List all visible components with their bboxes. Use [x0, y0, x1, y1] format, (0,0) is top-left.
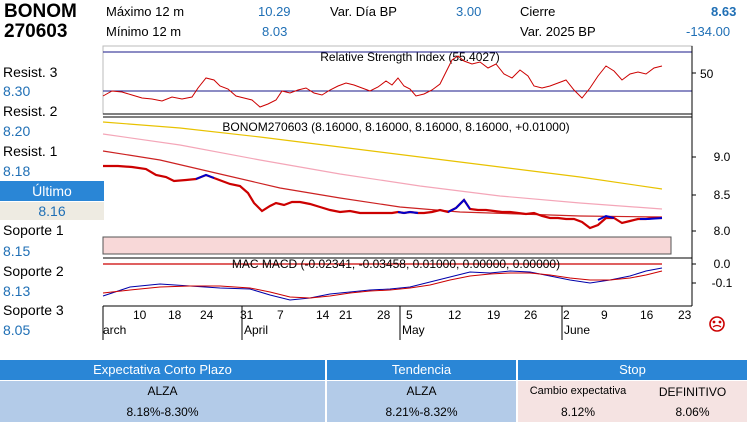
var2025-value: -134.00 [686, 24, 731, 39]
tendencia-range: 8.21%-8.32% [385, 405, 458, 419]
definitivo-value: 8.06% [675, 405, 710, 419]
cierre-label: Cierre [520, 4, 556, 19]
expectativa-range: 8.18%-8.30% [126, 405, 199, 419]
max12-label: Máximo 12 m [106, 4, 185, 19]
day-tick: 28 [377, 308, 391, 322]
day-tick: 2 [563, 308, 570, 322]
price-highlight-3 [447, 198, 471, 213]
min12-value: 8.03 [262, 24, 288, 39]
price-title: BONOM270603 (8.16000, 8.16000, 8.16000, … [222, 120, 569, 134]
day-tick: 16 [640, 308, 654, 322]
resist3-value: 8.30 [3, 83, 31, 99]
expectativa-header: Expectativa Corto Plazo [0, 360, 325, 380]
price-highlight-2 [397, 210, 419, 215]
volume-strip [102, 236, 672, 255]
tendencia-value: ALZA [406, 384, 437, 398]
instrument-line1: BONOM [4, 1, 77, 22]
technical-chart[interactable]: Relative Strength Index (55.4027) 50 BON… [0, 0, 747, 360]
month-label: April [244, 323, 268, 337]
day-tick: 23 [678, 308, 692, 322]
ma-yellow [102, 121, 663, 190]
price-tick-8: 8.0 [714, 224, 731, 238]
cierre-value: 8.63 [711, 4, 737, 19]
cambio-label: Cambio expectativa [529, 385, 627, 397]
soporte1-label: Soporte 1 [3, 222, 64, 238]
soporte3-value: 8.05 [3, 322, 31, 338]
day-tick: 12 [448, 308, 462, 322]
soporte1-value: 8.15 [3, 243, 31, 259]
day-tick: 19 [487, 308, 501, 322]
ma-red [102, 150, 663, 218]
min12-label: Mínimo 12 m [106, 24, 182, 39]
rsi-title: Relative Strength Index (55.4027) [320, 50, 499, 64]
rsi-line [102, 55, 663, 108]
resist1-value: 8.18 [3, 163, 31, 179]
day-tick: 26 [524, 308, 538, 322]
definitivo-label: DEFINITIVO [658, 385, 727, 399]
stop-header: Stop [518, 360, 747, 380]
expectativa-value: ALZA [147, 384, 178, 398]
day-tick: 10 [133, 308, 147, 322]
price-tick-9: 9.0 [714, 150, 731, 164]
price-highlight-5 [640, 217, 663, 220]
day-tick: 21 [339, 308, 353, 322]
price-tick-85: 8.5 [714, 188, 731, 202]
ma-pink [102, 133, 663, 210]
ultimo-value: 8.16 [0, 202, 104, 220]
day-tick: 5 [406, 308, 413, 322]
tendencia-cell [327, 381, 516, 422]
vardia-label: Var. Día BP [330, 4, 397, 19]
day-tick: 24 [200, 308, 214, 322]
max12-value: 10.29 [258, 4, 291, 19]
day-tick: 31 [240, 308, 254, 322]
rsi-tick-50: 50 [700, 67, 714, 81]
day-tick: 14 [316, 308, 330, 322]
resist2-label: Resist. 2 [3, 103, 58, 119]
instrument-line2: 270603 [4, 21, 68, 42]
day-tick: 18 [168, 308, 182, 322]
macd-title: MAC MACD (-0.02341, -0.03458, 0.01000, 0… [232, 257, 560, 271]
day-tick: 9 [601, 308, 608, 322]
day-ticks: 10 18 24 31 7 14 21 28 5 12 19 26 2 9 16… [102, 306, 692, 340]
soporte2-label: Soporte 2 [3, 263, 64, 279]
logo-icon[interactable] [709, 316, 725, 332]
month-label: May [402, 323, 425, 337]
var2025-label: Var. 2025 BP [520, 24, 596, 39]
macd-tick-0: 0.0 [714, 257, 731, 271]
macd-line [102, 267, 663, 301]
ultimo-label: Último [0, 181, 104, 201]
month-label: June [564, 323, 590, 337]
month-label: arch [103, 323, 126, 337]
tendencia-header: Tendencia [327, 360, 516, 380]
resist1-label: Resist. 1 [3, 143, 58, 159]
stop-cell [518, 381, 747, 422]
expectativa-cell [0, 381, 325, 422]
macd-tick-neg01: -0.1 [712, 276, 733, 290]
instrument-name: BONOM 270603 [4, 2, 77, 42]
price-line [103, 164, 662, 230]
price-highlight-1 [195, 173, 215, 180]
resist3-label: Resist. 3 [3, 64, 58, 80]
soporte3-label: Soporte 3 [3, 302, 64, 318]
macd-signal [102, 270, 663, 299]
vardia-value: 3.00 [456, 4, 482, 19]
month-labels: arch April May June [103, 323, 590, 337]
resist2-value: 8.20 [3, 123, 31, 139]
soporte2-value: 8.13 [3, 283, 31, 299]
day-tick: 7 [277, 308, 284, 322]
price-highlight-4 [597, 214, 615, 221]
cambio-value: 8.12% [560, 405, 596, 419]
